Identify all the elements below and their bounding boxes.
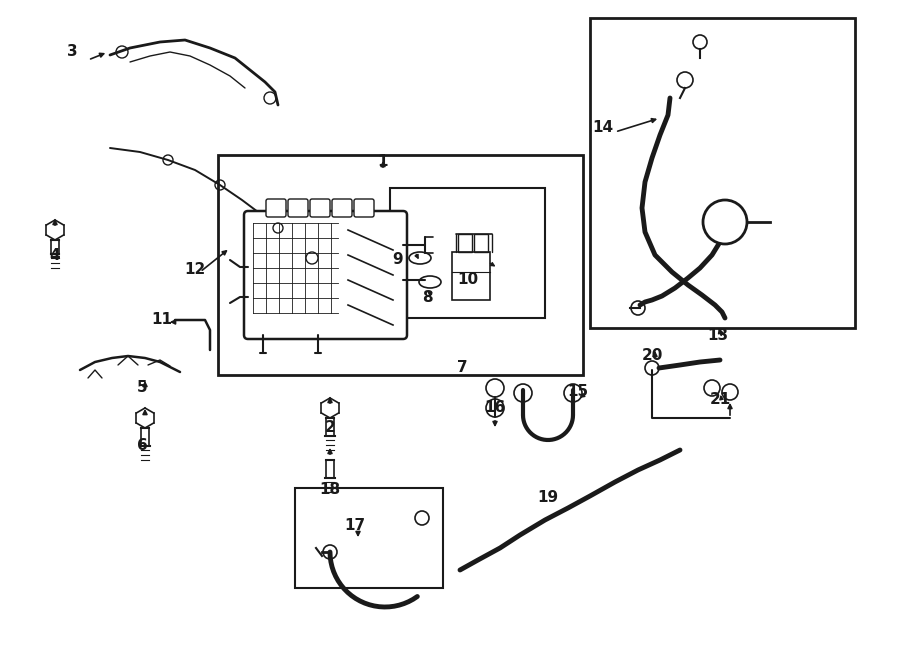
Text: 13: 13 xyxy=(707,327,729,342)
Text: 6: 6 xyxy=(137,438,148,453)
Text: 9: 9 xyxy=(392,253,403,268)
FancyBboxPatch shape xyxy=(332,199,352,217)
Bar xyxy=(474,234,488,252)
Text: 15: 15 xyxy=(567,385,589,399)
Bar xyxy=(390,188,545,318)
Text: 20: 20 xyxy=(642,348,662,362)
Text: 3: 3 xyxy=(67,44,77,59)
Bar xyxy=(590,18,855,328)
Circle shape xyxy=(703,200,747,244)
Text: 17: 17 xyxy=(345,518,365,533)
Text: 5: 5 xyxy=(137,381,148,395)
Bar xyxy=(452,252,490,300)
Bar xyxy=(458,234,472,252)
Text: 11: 11 xyxy=(151,313,173,327)
FancyBboxPatch shape xyxy=(266,199,286,217)
Text: 12: 12 xyxy=(184,262,205,278)
Text: 7: 7 xyxy=(456,360,467,375)
Text: 14: 14 xyxy=(592,120,614,136)
Text: 18: 18 xyxy=(320,483,340,498)
Text: 10: 10 xyxy=(457,272,479,288)
FancyBboxPatch shape xyxy=(288,199,308,217)
Text: 4: 4 xyxy=(50,247,60,262)
Text: 16: 16 xyxy=(484,401,506,416)
Bar xyxy=(218,155,583,375)
FancyBboxPatch shape xyxy=(310,199,330,217)
Text: 8: 8 xyxy=(422,290,432,305)
Text: 1: 1 xyxy=(378,155,388,169)
FancyBboxPatch shape xyxy=(354,199,374,217)
Text: 2: 2 xyxy=(325,420,336,436)
Text: 19: 19 xyxy=(537,490,559,506)
Text: 21: 21 xyxy=(709,393,731,407)
FancyBboxPatch shape xyxy=(244,211,407,339)
Bar xyxy=(295,488,443,588)
